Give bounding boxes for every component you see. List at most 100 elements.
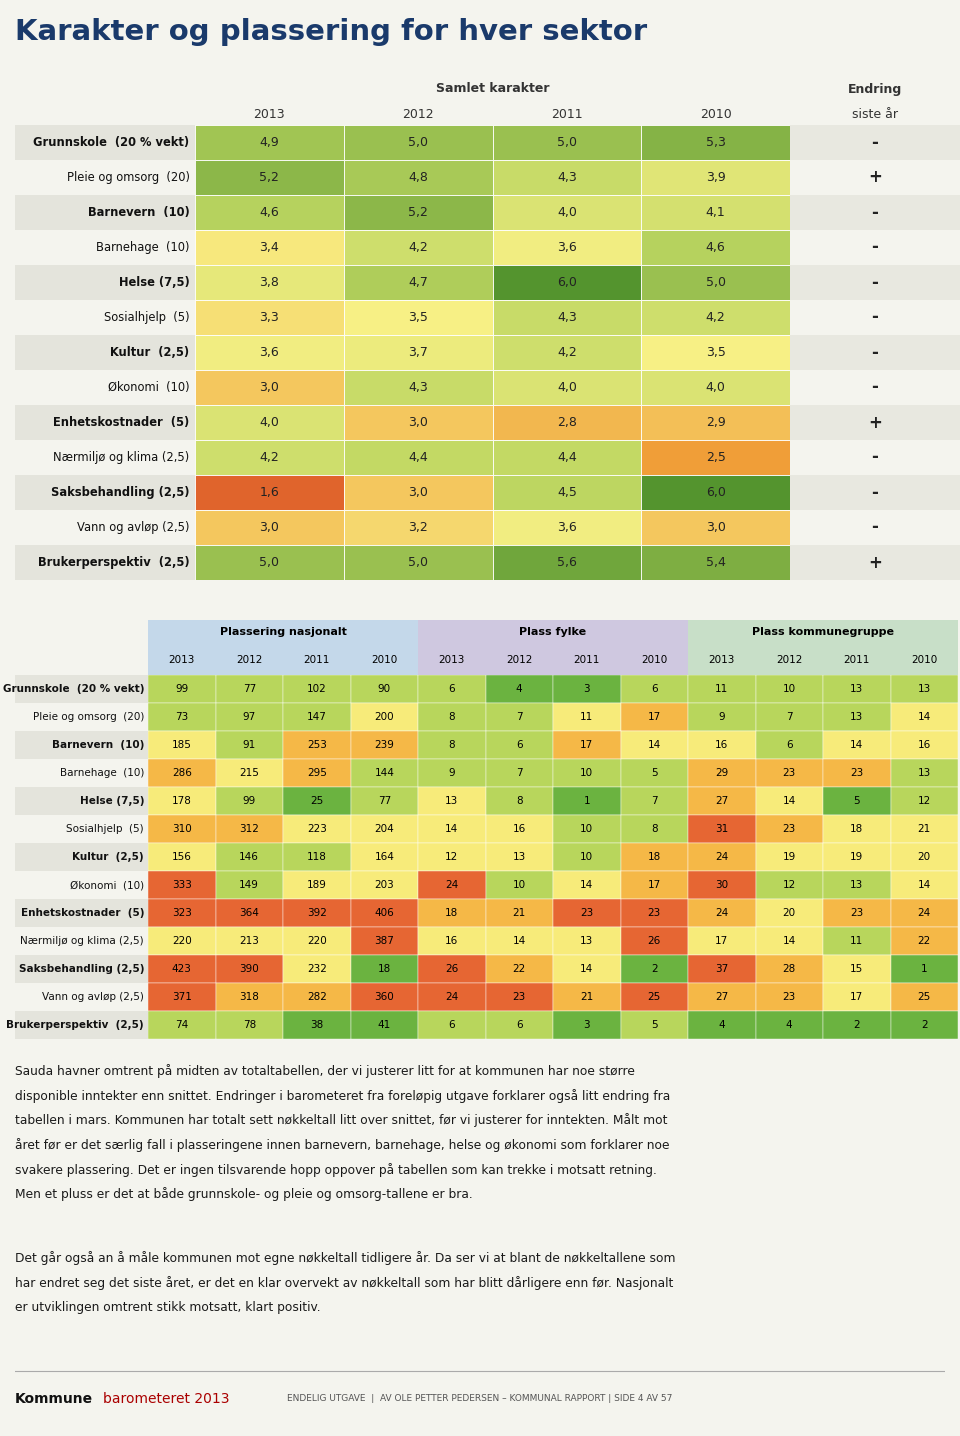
Bar: [418, 816, 486, 843]
Bar: [492, 266, 641, 300]
Bar: [688, 675, 756, 704]
Bar: [195, 159, 344, 195]
Text: ENDELIG UTGAVE  |  AV OLE PETTER PEDERSEN – KOMMUNAL RAPPORT | SIDE 4 AV 57: ENDELIG UTGAVE | AV OLE PETTER PEDERSEN …: [287, 1394, 673, 1403]
Bar: [195, 300, 344, 335]
Text: 4,0: 4,0: [557, 205, 577, 220]
Bar: [756, 731, 823, 760]
Text: 295: 295: [307, 768, 326, 778]
Text: Barnevern  (10): Barnevern (10): [88, 205, 189, 220]
Text: siste år: siste år: [852, 108, 898, 121]
Text: 406: 406: [374, 908, 395, 918]
Text: 4,4: 4,4: [557, 451, 577, 464]
Bar: [620, 899, 688, 928]
Bar: [195, 475, 344, 510]
Bar: [492, 159, 641, 195]
Text: 20: 20: [918, 852, 931, 862]
Text: 15: 15: [851, 964, 863, 974]
Bar: [283, 899, 350, 928]
Bar: [15, 704, 148, 731]
Text: barometeret 2013: barometeret 2013: [104, 1391, 229, 1406]
Bar: [15, 816, 148, 843]
Text: 164: 164: [374, 852, 395, 862]
Text: 9: 9: [718, 712, 725, 722]
Text: 144: 144: [374, 768, 395, 778]
Bar: [148, 955, 215, 984]
Text: 3: 3: [584, 684, 590, 694]
Text: 310: 310: [172, 824, 192, 834]
Text: 6: 6: [448, 1020, 455, 1030]
Text: 423: 423: [172, 964, 192, 974]
Bar: [492, 195, 641, 230]
Text: 28: 28: [782, 964, 796, 974]
Text: Helse (7,5): Helse (7,5): [119, 276, 189, 289]
Bar: [688, 872, 756, 899]
Bar: [688, 816, 756, 843]
Text: 200: 200: [374, 712, 394, 722]
Bar: [418, 984, 486, 1011]
Text: svakere plassering. Det er ingen tilsvarende hopp oppover på tabellen som kan tr: svakere plassering. Det er ingen tilsvar…: [15, 1163, 657, 1176]
Bar: [891, 816, 958, 843]
Text: 18: 18: [445, 908, 458, 918]
Text: 2: 2: [651, 964, 658, 974]
Bar: [350, 731, 418, 760]
Text: 11: 11: [715, 684, 729, 694]
Text: 4: 4: [718, 1020, 725, 1030]
Text: 2012: 2012: [506, 655, 533, 665]
Bar: [195, 125, 344, 159]
Text: 77: 77: [243, 684, 256, 694]
Text: 4,6: 4,6: [706, 241, 726, 254]
Text: Pleie og omsorg  (20): Pleie og omsorg (20): [66, 171, 189, 184]
Bar: [891, 928, 958, 955]
Text: 2012: 2012: [402, 108, 434, 121]
Bar: [790, 266, 960, 300]
Text: har endret seg det siste året, er det en klar overvekt av nøkkeltall som har bli: har endret seg det siste året, er det en…: [15, 1277, 673, 1290]
Bar: [688, 760, 756, 787]
Text: Enhetskostnader  (5): Enhetskostnader (5): [54, 416, 189, 429]
Bar: [344, 546, 492, 580]
Text: 25: 25: [648, 992, 660, 1002]
Bar: [344, 510, 492, 546]
Bar: [553, 899, 620, 928]
Bar: [418, 620, 688, 675]
Text: 223: 223: [307, 824, 326, 834]
Text: 3,6: 3,6: [557, 521, 577, 534]
Text: -: -: [872, 484, 878, 501]
Bar: [344, 195, 492, 230]
Bar: [148, 675, 215, 704]
Text: Kultur  (2,5): Kultur (2,5): [110, 346, 189, 359]
Bar: [486, 816, 553, 843]
Bar: [486, 1011, 553, 1040]
Text: 2: 2: [921, 1020, 927, 1030]
Text: 12: 12: [445, 852, 458, 862]
Text: 2,9: 2,9: [706, 416, 726, 429]
Bar: [891, 872, 958, 899]
Text: 333: 333: [172, 880, 192, 890]
Text: 390: 390: [239, 964, 259, 974]
Bar: [891, 1011, 958, 1040]
Text: 6: 6: [516, 1020, 522, 1030]
Text: 18: 18: [648, 852, 660, 862]
Text: 118: 118: [307, 852, 326, 862]
Text: 17: 17: [648, 712, 660, 722]
Bar: [15, 675, 148, 704]
Text: 156: 156: [172, 852, 192, 862]
Bar: [553, 787, 620, 816]
Text: 2: 2: [853, 1020, 860, 1030]
Text: 18: 18: [377, 964, 391, 974]
Bar: [756, 984, 823, 1011]
Text: 3: 3: [584, 1020, 590, 1030]
Bar: [641, 510, 790, 546]
Text: 2012: 2012: [776, 655, 803, 665]
Text: 2013: 2013: [253, 108, 285, 121]
Text: 14: 14: [782, 796, 796, 806]
Text: 16: 16: [918, 740, 931, 750]
Text: Kommune: Kommune: [15, 1391, 93, 1406]
Text: Pleie og omsorg  (20): Pleie og omsorg (20): [33, 712, 144, 722]
Bar: [195, 510, 344, 546]
Text: Nærmiljø og klima (2,5): Nærmiljø og klima (2,5): [20, 936, 144, 946]
Text: 24: 24: [918, 908, 931, 918]
Bar: [688, 955, 756, 984]
Text: 2010: 2010: [372, 655, 397, 665]
Bar: [620, 704, 688, 731]
Bar: [215, 731, 283, 760]
